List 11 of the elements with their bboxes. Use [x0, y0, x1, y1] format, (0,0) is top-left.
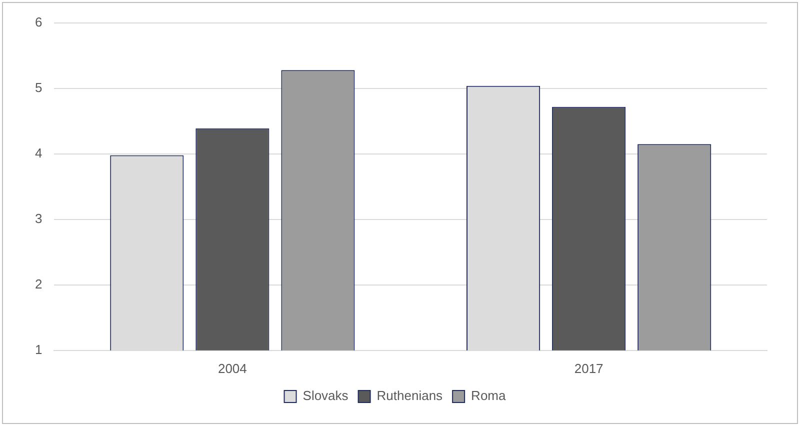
y-tick-label: 1	[34, 342, 42, 357]
x-tick-label: 2004	[218, 360, 247, 376]
legend-label: Ruthenians	[376, 388, 444, 404]
y-tick-label: 2	[34, 276, 42, 292]
legend-label: Roma	[471, 388, 506, 404]
y-tick-label: 3	[34, 211, 42, 226]
x-tick-label: 2017	[574, 360, 604, 376]
y-tick-label: 5	[34, 80, 42, 96]
y-tick-label: 6	[34, 14, 42, 30]
legend-label: Slovaks	[302, 388, 349, 404]
y-tick-label: 4	[34, 146, 42, 161]
